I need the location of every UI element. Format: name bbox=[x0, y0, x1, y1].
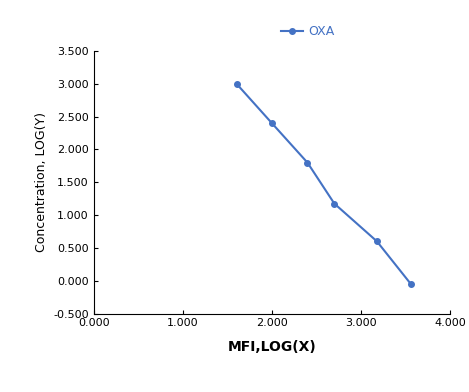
Line: OXA: OXA bbox=[234, 81, 414, 287]
Y-axis label: Concentration, LOG(Y): Concentration, LOG(Y) bbox=[35, 112, 48, 252]
OXA bbox=[374, 239, 379, 243]
OXA bbox=[269, 121, 275, 126]
OXA bbox=[408, 281, 414, 286]
Legend: OXA: OXA bbox=[276, 20, 340, 44]
OXA bbox=[234, 82, 239, 86]
OXA bbox=[305, 160, 310, 165]
X-axis label: MFI,LOG(X): MFI,LOG(X) bbox=[227, 339, 317, 354]
OXA bbox=[332, 201, 337, 206]
